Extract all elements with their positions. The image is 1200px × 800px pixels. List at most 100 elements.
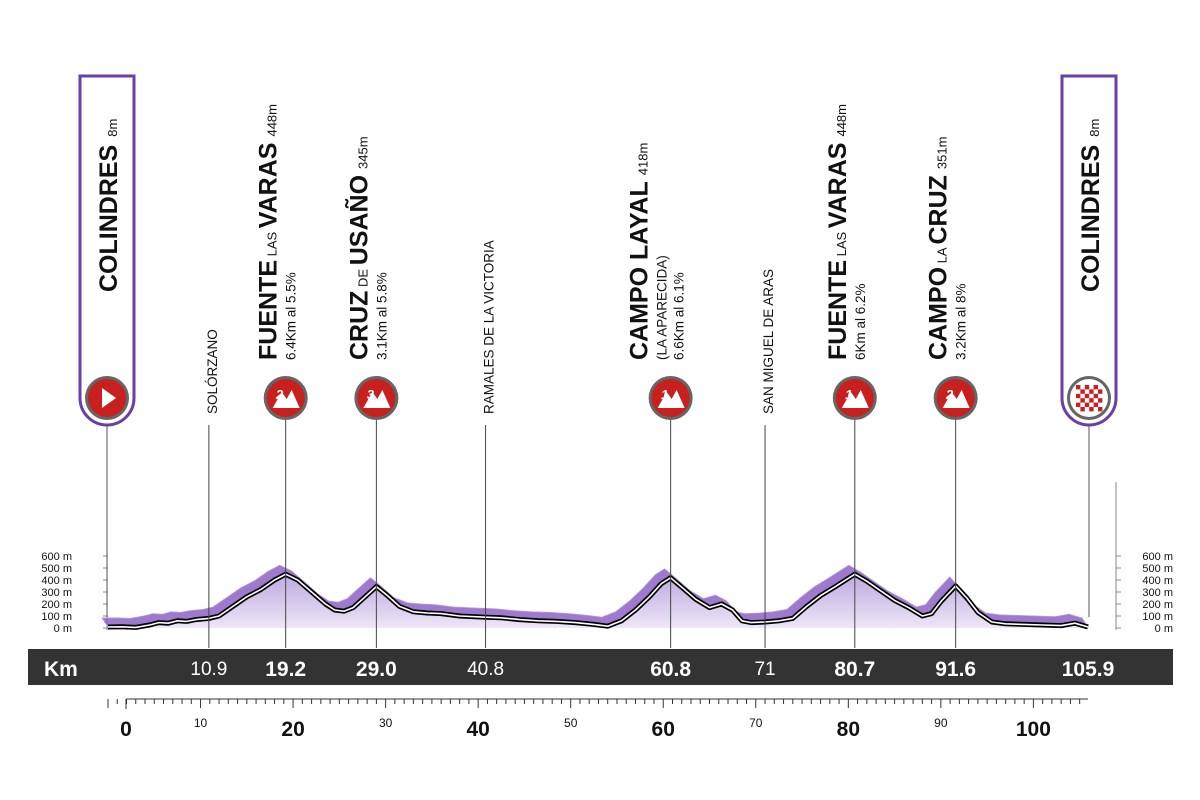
y-tick-label-right: 300 m [1142, 587, 1173, 599]
finish-km: 105.9 [1062, 658, 1115, 681]
km-bar-label: Km [44, 658, 78, 681]
x-tick-label-major: 0 [120, 718, 132, 741]
climb-name-b: LA [935, 245, 950, 267]
climb-category: 3 [367, 387, 375, 402]
finish-name: COLINDRES 8m [1077, 119, 1105, 292]
waypoint-name-text: SAN MIGUEL DE ARAS [761, 269, 776, 414]
profile-line-inner [107, 573, 1089, 629]
climb-name-a: CAMPO LAYAL [626, 181, 654, 360]
x-tick-label-minor: 30 [379, 716, 393, 730]
climb-category: 1 [845, 387, 852, 402]
y-tick-label-left: 100 m [41, 611, 72, 623]
climb-km: 29.0 [356, 658, 397, 681]
climb-name-a: CRUZ [345, 291, 373, 360]
y-tick-label-right: 100 m [1142, 611, 1173, 623]
climb-extra-text: (LA APARECIDA) [655, 255, 670, 360]
climb-name-a: FUENTE [824, 260, 852, 360]
checkered-flag-cell [1093, 393, 1098, 399]
climb-name-a: CAMPO [925, 267, 953, 360]
climb-name: CRUZ DE USAÑO 345m [343, 136, 373, 360]
climb-name: CAMPO LAYAL 418m [626, 143, 654, 360]
y-tick-label-left: 0 m [54, 623, 72, 635]
waypoint-name: SAN MIGUEL DE ARAS [761, 269, 776, 414]
climb-name-c: CRUZ [925, 175, 953, 244]
mountain-icon [272, 390, 300, 408]
checkered-flag-cell [1098, 389, 1103, 394]
climb-name-c: VARAS [824, 143, 852, 229]
checkered-flag-cell [1098, 407, 1103, 412]
mountain-icon [657, 390, 685, 408]
climb-category: 1 [661, 387, 668, 402]
start-alt: 8m [105, 119, 120, 137]
profile-area [108, 574, 1088, 628]
climb-name-c: VARAS [255, 143, 283, 229]
y-tick-label-right: 200 m [1142, 599, 1173, 611]
climb-extra: (LA APARECIDA) [655, 255, 670, 360]
checkered-flag-cell [1093, 385, 1098, 390]
checkered-flag-cell [1080, 398, 1085, 403]
checkered-flag-cell [1076, 393, 1081, 399]
mountain-icon [841, 390, 869, 408]
waypoint-name: RAMALES DE LA VICTORIA [482, 240, 497, 414]
climb-name: FUENTE LAS VARAS 448m [255, 104, 283, 360]
climb-name: FUENTE LAS VARAS 448m [824, 104, 852, 360]
climb-km: 91.6 [935, 658, 976, 681]
y-tick-label-left: 600 m [41, 551, 72, 563]
x-tick-label-major: 60 [652, 718, 675, 741]
checkered-flag-cell [1089, 389, 1094, 394]
checkered-flag-cell [1080, 389, 1085, 394]
waypoint-name: SOLÓRZANO [205, 329, 220, 414]
x-tick-label-major: 80 [837, 718, 860, 741]
climb-name-c: USAÑO [343, 175, 373, 265]
climb-name-b: DE [355, 265, 370, 290]
start-flag [78, 74, 136, 427]
checkered-flag-cell [1089, 398, 1094, 403]
waypoint-km: 10.9 [190, 659, 227, 680]
y-tick-label-left: 400 m [41, 575, 72, 587]
climb-name-a: FUENTE [255, 260, 283, 360]
climb-detail: 3.2Km al 8% [954, 283, 969, 360]
y-tick-label-right: 600 m [1142, 551, 1173, 563]
climb-detail: 6.6Km al 6.1% [672, 272, 687, 360]
x-tick-label-major: 40 [466, 718, 489, 741]
checkered-flag-cell [1084, 385, 1090, 390]
checkered-flag-cell [1098, 398, 1103, 403]
x-tick-label-major: 100 [1016, 718, 1051, 741]
finish-name-text: COLINDRES [1077, 145, 1105, 292]
waypoint-km: 40.8 [467, 659, 504, 680]
checkered-flag-cell [1093, 402, 1098, 407]
finish-alt: 8m [1087, 119, 1102, 137]
climb-alt: 351m [935, 137, 950, 170]
play-icon [102, 388, 116, 408]
climb-detail-text: 3.2Km al 8% [954, 283, 969, 360]
climb-name: CAMPO LA CRUZ 351m [925, 137, 953, 360]
y-tick-label-left: 500 m [41, 563, 72, 575]
x-tick-label-minor: 10 [194, 716, 208, 730]
waypoint-name-text: SOLÓRZANO [205, 329, 220, 414]
x-tick-label-minor: 50 [564, 716, 578, 730]
x-tick-label-minor: 90 [934, 716, 948, 730]
y-tick-label-right: 0 m [1155, 623, 1173, 635]
climb-km: 60.8 [650, 658, 691, 681]
y-tick-label-right: 400 m [1142, 575, 1173, 587]
climb-detail-text: 3.1Km al 5.8% [374, 272, 389, 360]
x-tick-label-major: 20 [281, 718, 304, 741]
y-tick-label-left: 200 m [41, 599, 72, 611]
climb-detail: 3.1Km al 5.8% [374, 272, 389, 360]
x-tick-label-minor: 70 [749, 716, 763, 730]
mountain-icon [942, 390, 970, 408]
mountain-icon [363, 390, 391, 408]
climb-detail: 6.4Km al 5.5% [284, 272, 299, 360]
checkered-flag-cell [1084, 393, 1090, 399]
climb-alt: 345m [355, 136, 370, 169]
climb-detail-text: 6.6Km al 6.1% [672, 272, 687, 360]
checkered-flag-cell [1084, 402, 1090, 407]
climb-alt: 448m [265, 104, 280, 137]
climb-detail-text: 6.4Km al 5.5% [284, 272, 299, 360]
checkered-flag-cell [1080, 407, 1085, 412]
waypoint-name-text: RAMALES DE LA VICTORIA [482, 240, 497, 414]
climb-name-b: LAS [265, 228, 280, 260]
checkered-flag-cell [1076, 385, 1081, 390]
climb-detail-text: 6Km al 6.2% [853, 283, 868, 360]
checkered-flag-cell [1076, 402, 1081, 407]
